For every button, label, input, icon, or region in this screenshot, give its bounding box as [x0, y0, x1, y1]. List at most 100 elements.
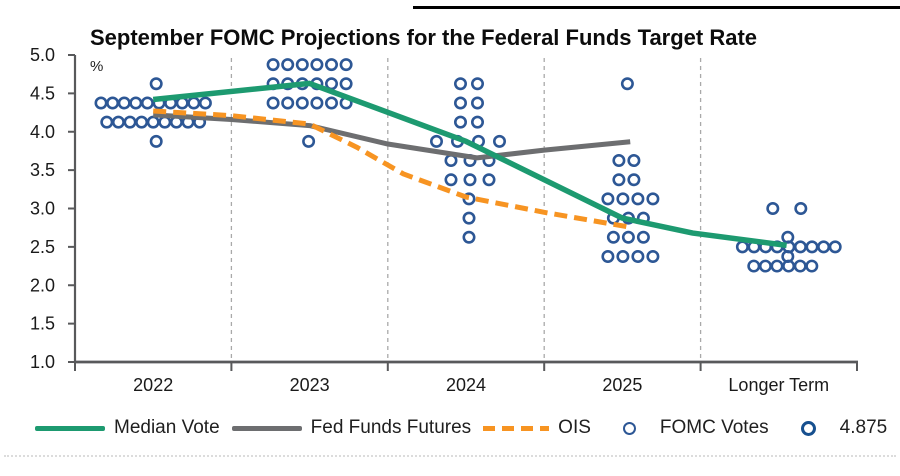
fomc-vote-dot	[462, 230, 476, 244]
y-tick-label: 4.0	[30, 122, 55, 142]
fomc-vote-dot	[100, 115, 114, 129]
legend-label: 4.875	[839, 417, 888, 438]
fomc-vote-dot	[295, 58, 309, 72]
legend-item-median-vote: Median Vote	[35, 417, 220, 439]
fomc-vote-dot	[616, 192, 630, 206]
series-line-median-vote	[152, 80, 787, 249]
fomc-vote-dot	[453, 77, 467, 91]
bottom-dotted-rule	[4, 455, 896, 457]
fomc-vote-circle-icon	[622, 421, 636, 435]
legend-label: FOMC Votes	[659, 417, 769, 438]
legend-item-ois: OIS	[483, 417, 591, 439]
fomc-vote-dot	[758, 259, 772, 273]
fomc-vote-dot	[621, 230, 635, 244]
fomc-vote-dot	[453, 96, 467, 110]
dot-plot-canvas: 5.0 4.5 4.0 3.5 3.0 2.5 2.0 1.5 1.0 2022 2023 2024 2…	[30, 45, 858, 395]
x-category-label: 2023	[290, 375, 330, 395]
y-tick-label: 2.0	[30, 275, 55, 295]
y-tick-label: 1.5	[30, 314, 55, 334]
top-divider-rule	[413, 6, 900, 9]
fomc-vote-dot	[149, 134, 163, 148]
fomc-vote-dot	[106, 96, 120, 110]
fomc-vote-dot	[794, 202, 808, 216]
legend-label: Median Vote	[114, 417, 220, 438]
fomc-vote-dot	[793, 240, 807, 254]
fomc-vote-dot	[612, 154, 626, 168]
fomc-vote-dot	[453, 115, 467, 129]
fomc-vote-dot	[646, 249, 660, 263]
fomc-vote-dot	[129, 96, 143, 110]
fomc-vote-dot	[482, 173, 496, 187]
fomc-vote-dot	[470, 115, 484, 129]
fomc-vote-dot	[135, 115, 149, 129]
fomc-vote-dot	[627, 154, 641, 168]
fomc-vote-dot	[266, 58, 280, 72]
fomc-vote-dot	[606, 230, 620, 244]
fomc-vote-dot	[158, 115, 172, 129]
y-tick-label: 4.5	[30, 83, 55, 103]
fomc-vote-dot	[302, 134, 316, 148]
y-tick-label: 1.0	[30, 352, 55, 372]
fomc-vote-dot	[793, 259, 807, 273]
y-tick-label: 3.5	[30, 160, 55, 180]
fomc-vote-dot	[462, 211, 476, 225]
fomc-vote-dot	[470, 96, 484, 110]
fomc-vote-dot	[646, 192, 660, 206]
fomc-vote-dot	[470, 77, 484, 91]
fomc-vote-dot	[123, 115, 137, 129]
median-vote-line-swatch	[35, 425, 105, 431]
fomc-vote-dot	[817, 240, 831, 254]
fomc-vote-dot	[770, 259, 784, 273]
fomc-vote-dot	[463, 173, 477, 187]
fomc-vote-dot	[747, 259, 761, 273]
fomc-vote-dot	[636, 230, 650, 244]
fomc-vote-dot	[429, 134, 443, 148]
fomc-vote-dot	[766, 202, 780, 216]
fomc-vote-dot	[616, 249, 630, 263]
fomc-vote-dot	[117, 96, 131, 110]
fomc-vote-dot	[198, 96, 212, 110]
x-category-label: 2022	[133, 375, 173, 395]
fomc-vote-dot	[111, 115, 125, 129]
fomc-vote-dot	[339, 58, 353, 72]
legend-item-fed-funds-futures: Fed Funds Futures	[231, 417, 472, 439]
fomc-vote-dot	[187, 96, 201, 110]
fomc-vote-dot	[462, 192, 476, 206]
fomc-vote-dot	[805, 259, 819, 273]
fomc-vote-dot	[620, 77, 634, 91]
fomc-vote-dot	[281, 58, 295, 72]
fomc-vote-dot	[94, 96, 108, 110]
legend-label: Fed Funds Futures	[310, 417, 472, 438]
fomc-vote-dot	[601, 192, 615, 206]
legend-item-fomc-votes: FOMC Votes	[622, 417, 769, 439]
legend-item-4875: 4.875	[800, 417, 888, 439]
fomc-vote-dot	[295, 96, 309, 110]
fomc-vote-dot	[735, 240, 749, 254]
fomc-vote-dot	[601, 249, 615, 263]
y-tick-label: 5.0	[30, 45, 55, 65]
fomc-vote-dot	[339, 77, 353, 91]
x-category-label: Longer Term	[728, 375, 829, 395]
fomc-vote-dot	[828, 240, 842, 254]
series-line-ois	[153, 108, 630, 230]
fomc-vote-dot	[631, 192, 645, 206]
chart-legend: Median Vote Fed Funds Futures OIS FOMC V…	[35, 410, 887, 446]
fomc-vote-dot	[631, 249, 645, 263]
highlight-circle-icon	[800, 420, 816, 436]
fomc-vote-dot	[310, 58, 324, 72]
fomc-vote-dot	[805, 240, 819, 254]
fomc-vote-dot	[324, 96, 338, 110]
fomc-vote-dot	[310, 96, 324, 110]
fomc-vote-dot	[612, 173, 626, 187]
fomc-vote-dot	[140, 96, 154, 110]
fomc-vote-dot	[281, 96, 295, 110]
y-axis-unit-label: %	[90, 58, 104, 75]
y-tick-label: 2.5	[30, 237, 55, 257]
page-title: September FOMC Projections for the Feder…	[90, 24, 758, 50]
ois-dashed-line-swatch	[483, 425, 550, 431]
fomc-vote-dot	[324, 58, 338, 72]
y-tick-label: 3.0	[30, 199, 55, 219]
fomc-vote-dot	[444, 173, 458, 187]
x-category-label: 2025	[602, 375, 642, 395]
